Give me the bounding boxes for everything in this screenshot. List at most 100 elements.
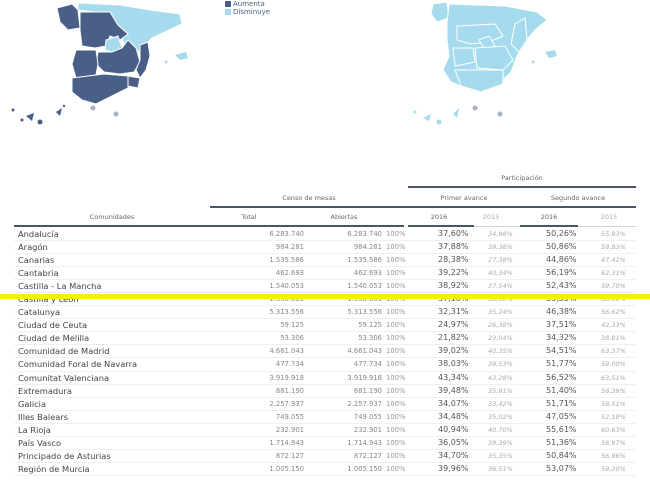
- header-participacion: Participación: [501, 174, 543, 182]
- header-primer-2015: 2015: [482, 213, 500, 221]
- cell-abiertas: 2.257.937: [347, 399, 382, 408]
- cell-p16: 39,22%: [438, 268, 469, 278]
- header-segundo-2015: 2015: [600, 213, 618, 221]
- cell-s15: 55,83%: [601, 230, 626, 238]
- table-row: Catalunya 5.313.556 5.313.556 100% 32,31% 35,…: [14, 306, 636, 320]
- cell-s15: 56,39%: [601, 386, 626, 395]
- cell-pct: 100%: [386, 269, 406, 278]
- cell-total: 232.901: [275, 425, 304, 434]
- table-row: Canarias 1.535.586 1.535.586 100% 28,38% 27,3…: [14, 254, 636, 268]
- spain-map-change: [11, 2, 188, 125]
- header-abiertas: Abiertas: [330, 213, 358, 221]
- cell-total: 4.661.043: [269, 347, 304, 356]
- cell-p15: 35,35%: [488, 451, 513, 460]
- cell-pct: 100%: [386, 464, 406, 473]
- cell-pct: 100%: [386, 243, 406, 252]
- cell-s15: 59,20%: [601, 464, 626, 473]
- cell-pct: 100%: [386, 386, 406, 395]
- cell-s16: 37,51%: [546, 320, 577, 330]
- cell-s16: 56,52%: [546, 372, 577, 382]
- cell-abiertas: 984.281: [353, 243, 382, 252]
- cell-total: 2.257.937: [269, 399, 304, 408]
- cell-pct: 100%: [386, 321, 406, 330]
- table-row: Región de Murcia 1.005.150 1.005.150 100% 39…: [14, 463, 636, 476]
- cell-pct: 100%: [386, 334, 406, 343]
- cell-p16: 39,96%: [438, 463, 469, 473]
- cell-s16: 44,86%: [546, 255, 577, 265]
- cell-total: 749.055: [275, 412, 304, 421]
- cell-total: 6.283.740: [269, 230, 304, 238]
- cell-total: 984.281: [275, 243, 304, 252]
- table-row: Comunitat Valenciana 3.919.918 3.919.918 10…: [14, 372, 636, 385]
- cell-abiertas: 477.734: [353, 360, 382, 369]
- cell-abiertas: 1.714.943: [347, 438, 382, 447]
- cell-abiertas: 6.283.740: [347, 230, 382, 238]
- cell-abiertas: 5.313.556: [347, 308, 382, 317]
- cell-total: 5.313.556: [269, 308, 304, 317]
- legend-swatch-dark: [225, 1, 231, 7]
- cell-pct: 100%: [386, 399, 406, 408]
- cell-p15: 39,53%: [488, 360, 513, 369]
- cell-abiertas: 4.661.043: [347, 347, 382, 356]
- cell-abiertas: 3.919.918: [347, 373, 382, 382]
- cell-p15: 40,70%: [488, 425, 513, 434]
- cell-p16: 34,07%: [438, 398, 469, 408]
- cell-s15: 56,62%: [601, 308, 626, 317]
- header-total: Total: [241, 213, 257, 221]
- table-body: Andalucía 6.283.740 6.283.740 100% 37,60% 34,…: [14, 228, 636, 476]
- cell-p16: 34,70%: [438, 450, 469, 460]
- cell-s15: 59,70%: [601, 282, 626, 291]
- table-row: Principado de Asturias 872.127 872.127 100%…: [14, 450, 636, 463]
- cell-p15: 35,02%: [488, 412, 513, 421]
- header-line-participacion: [408, 186, 636, 188]
- header-censo: Censo de mesas: [282, 194, 336, 202]
- cell-pct: 100%: [386, 230, 406, 238]
- cell-pct: 100%: [386, 451, 406, 460]
- cell-s15: 38,81%: [601, 334, 626, 343]
- cell-total: 872.127: [275, 451, 304, 460]
- cell-total: 1.005.150: [269, 464, 304, 473]
- cell-p15: 35,24%: [488, 308, 513, 317]
- legend-swatch-light: [225, 9, 231, 15]
- cell-p15: 43,28%: [488, 373, 513, 382]
- cell-total: 1.535.586: [269, 256, 304, 265]
- cell-name: Catalunya: [18, 307, 61, 318]
- cell-pct: 100%: [386, 295, 406, 304]
- header-line-p15: [474, 226, 520, 227]
- cell-p15: 33,42%: [488, 399, 513, 408]
- cell-pct: 100%: [386, 360, 406, 369]
- cell-abiertas: 59.125: [358, 321, 382, 330]
- cell-s15: 63,51%: [601, 373, 626, 382]
- cell-s16: 51,40%: [546, 385, 577, 395]
- cell-s15: 47,42%: [601, 256, 626, 265]
- cell-s15: 62,31%: [601, 269, 626, 278]
- header-segundo-avance: Segundo avance: [550, 194, 606, 202]
- spain-map-participation: [413, 1, 557, 125]
- cell-p15: 34,98%: [488, 230, 513, 238]
- cell-p16: 40,94%: [438, 424, 469, 434]
- cell-abiertas: 749.055: [353, 412, 382, 421]
- cell-name: Comunitat Valenciana: [18, 372, 110, 383]
- cell-abiertas: 1.990.601: [347, 295, 382, 304]
- cell-s16: 56,19%: [546, 268, 577, 278]
- cell-s16: 51,77%: [546, 359, 577, 369]
- cell-total: 3.919.918: [269, 373, 304, 382]
- cell-s16: 53,07%: [546, 463, 577, 473]
- cell-name: Castilla y Leon: [18, 294, 79, 305]
- cell-s15: 60,63%: [601, 425, 626, 434]
- cell-p16: 21,82%: [438, 333, 469, 343]
- table-row: Galicia 2.257.937 2.257.937 100% 34,07% 33,42…: [14, 398, 636, 411]
- cell-p15: 40,34%: [488, 269, 513, 278]
- cell-pct: 100%: [386, 412, 406, 421]
- cell-s15: 52,18%: [601, 412, 626, 421]
- cell-name: Extremadura: [18, 385, 72, 396]
- cell-p16: 38,03%: [438, 359, 469, 369]
- table-row: Comunidad Foral de Navarra 477.734 477.734…: [14, 358, 636, 372]
- cell-s15: 63,37%: [601, 347, 626, 356]
- cell-name: La Rioja: [18, 424, 51, 435]
- cell-total: 477.734: [275, 360, 304, 369]
- table-row: Aragón 984.281 984.281 100% 37,88% 39,38% 50,8…: [14, 241, 636, 255]
- cell-p16: 37,88%: [438, 242, 469, 252]
- table-row: Extremadura 881.190 881.190 100% 39,48% 35,91…: [14, 385, 636, 398]
- table-row: Comunidad de Madrid 4.661.043 4.661.043 100…: [14, 345, 636, 359]
